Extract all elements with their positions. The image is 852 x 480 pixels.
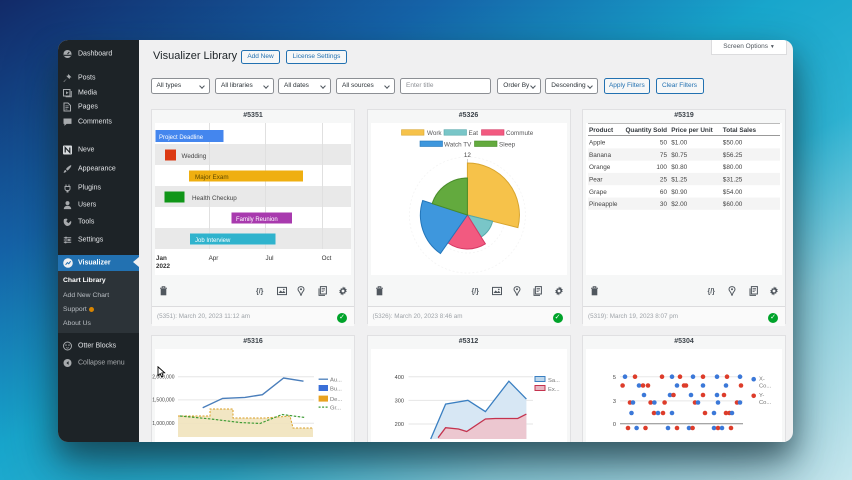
- svg-text:$0.80: $0.80: [671, 164, 687, 171]
- svg-text:Bu...: Bu...: [330, 386, 342, 392]
- svg-text:$60.00: $60.00: [723, 201, 743, 208]
- svg-text:Oct: Oct: [322, 255, 332, 262]
- svg-text:$0.75: $0.75: [671, 152, 687, 159]
- svg-text:30: 30: [660, 201, 668, 208]
- svg-text:Work: Work: [427, 130, 442, 137]
- svg-text:$1.00: $1.00: [671, 140, 687, 147]
- svg-text:$0.90: $0.90: [671, 189, 687, 196]
- svg-text:$31.25: $31.25: [723, 177, 743, 184]
- svg-text:Wedding: Wedding: [182, 153, 207, 160]
- svg-text:X-: X-: [759, 377, 765, 383]
- svg-text:2,000,000: 2,000,000: [152, 375, 174, 381]
- svg-text:Orange: Orange: [589, 164, 611, 171]
- svg-text:De...: De...: [330, 397, 343, 403]
- svg-text:12: 12: [463, 152, 471, 159]
- svg-text:$50.00: $50.00: [723, 140, 743, 147]
- svg-text:5: 5: [613, 375, 616, 381]
- svg-text:Quantity Sold: Quantity Sold: [625, 127, 667, 134]
- svg-text:Sa...: Sa...: [548, 378, 560, 384]
- svg-text:Gr...: Gr...: [330, 405, 341, 411]
- svg-text:Health Checkup: Health Checkup: [192, 195, 237, 202]
- svg-text:Au...: Au...: [330, 377, 342, 383]
- svg-text:Project Deadline: Project Deadline: [159, 135, 204, 141]
- svg-text:$1.25: $1.25: [671, 177, 687, 184]
- svg-text:3: 3: [613, 399, 616, 405]
- svg-text:60: 60: [660, 189, 668, 196]
- svg-text:Pear: Pear: [589, 177, 603, 184]
- svg-text:100: 100: [656, 164, 667, 171]
- svg-text:Pineapple: Pineapple: [589, 201, 618, 208]
- svg-text:75: 75: [660, 152, 668, 159]
- svg-text:Price per Unit: Price per Unit: [671, 127, 713, 134]
- svg-text:2022: 2022: [156, 263, 171, 270]
- svg-text:Grape: Grape: [589, 189, 607, 196]
- svg-text:400: 400: [394, 375, 403, 381]
- svg-text:Job Interview: Job Interview: [195, 238, 231, 244]
- svg-text:Major Exam: Major Exam: [195, 174, 229, 181]
- svg-text:Jan: Jan: [156, 255, 167, 262]
- svg-text:Apple: Apple: [589, 140, 606, 147]
- svg-text:Y-: Y-: [759, 393, 764, 399]
- svg-text:Co...: Co...: [759, 400, 772, 406]
- svg-text:Co...: Co...: [759, 384, 772, 390]
- svg-text:25: 25: [660, 177, 668, 184]
- svg-text:Jul: Jul: [265, 255, 273, 262]
- svg-text:Total Sales: Total Sales: [723, 127, 757, 134]
- svg-text:1,500,000: 1,500,000: [152, 398, 174, 404]
- svg-text:Product: Product: [589, 127, 614, 134]
- svg-text:$54.00: $54.00: [723, 189, 743, 196]
- svg-text:Banana: Banana: [589, 152, 611, 159]
- svg-text:$2.00: $2.00: [671, 201, 687, 208]
- svg-text:1,000,000: 1,000,000: [152, 421, 174, 427]
- svg-text:$80.00: $80.00: [723, 164, 743, 171]
- svg-text:200: 200: [394, 422, 403, 428]
- svg-text:Family Reunion: Family Reunion: [236, 217, 278, 223]
- svg-text:300: 300: [394, 398, 403, 404]
- svg-text:Eat: Eat: [468, 130, 478, 137]
- svg-text:Ex...: Ex...: [548, 387, 560, 393]
- svg-text:Apr: Apr: [209, 255, 219, 262]
- svg-text:Watch TV: Watch TV: [444, 141, 472, 148]
- svg-text:50: 50: [660, 140, 668, 147]
- svg-text:0: 0: [613, 422, 616, 428]
- svg-text:Commute: Commute: [506, 130, 534, 137]
- svg-text:$56.25: $56.25: [723, 152, 743, 159]
- svg-text:Sleep: Sleep: [499, 141, 516, 148]
